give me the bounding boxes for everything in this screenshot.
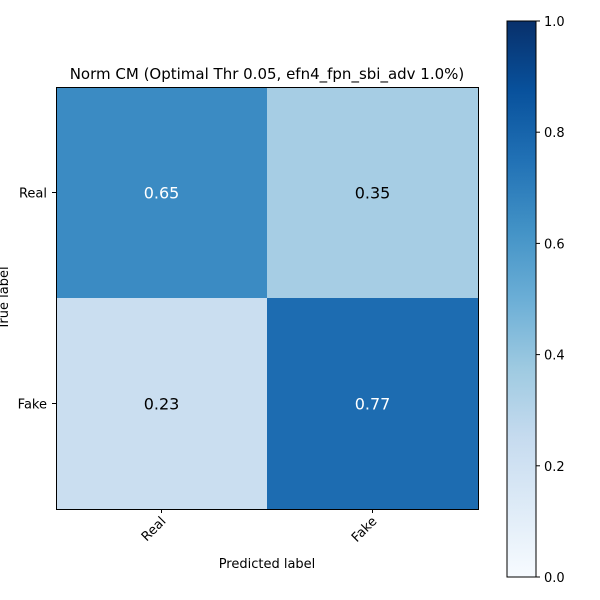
x-tick-label: Fake (349, 514, 380, 545)
y-tick-label: Fake (18, 398, 47, 413)
x-tick-label: Real (139, 514, 169, 544)
x-axis-label: Predicted label (219, 557, 316, 572)
heatmap-cells (56, 87, 478, 509)
plot-frame (56, 87, 479, 510)
cell-value-label: 0.35 (355, 184, 391, 203)
heatmap-cell (267, 298, 478, 509)
colorbar-tick-label: 0.8 (544, 126, 565, 141)
heatmap-cell (56, 298, 267, 509)
cell-value-label: 0.77 (355, 395, 391, 414)
y-axis-label: True label (0, 266, 12, 330)
heatmap-cell (267, 87, 478, 298)
x-axis-ticks: Real Fake (139, 509, 380, 546)
cell-value-label: 0.65 (144, 184, 180, 203)
colorbar-tick-label: 0.0 (544, 571, 565, 586)
colorbar-tick-label: 0.6 (544, 237, 565, 252)
colorbar-ticks: 0.0 0.2 0.4 0.6 0.8 1.0 (536, 15, 565, 586)
y-axis-ticks: Real Fake (18, 187, 56, 413)
colorbar-tick-label: 0.4 (544, 349, 565, 364)
colorbar-tick-label: 0.2 (544, 460, 565, 475)
heatmap-cell (56, 87, 267, 298)
y-tick-label: Real (19, 187, 47, 202)
colorbar (506, 20, 537, 578)
cell-value-label: 0.23 (144, 395, 180, 414)
chart-title: Norm CM (Optimal Thr 0.05, efn4_fpn_sbi_… (70, 65, 465, 84)
heatmap-cell-labels: 0.65 0.35 0.23 0.77 (144, 184, 391, 414)
colorbar-tick-label: 1.0 (544, 15, 565, 30)
